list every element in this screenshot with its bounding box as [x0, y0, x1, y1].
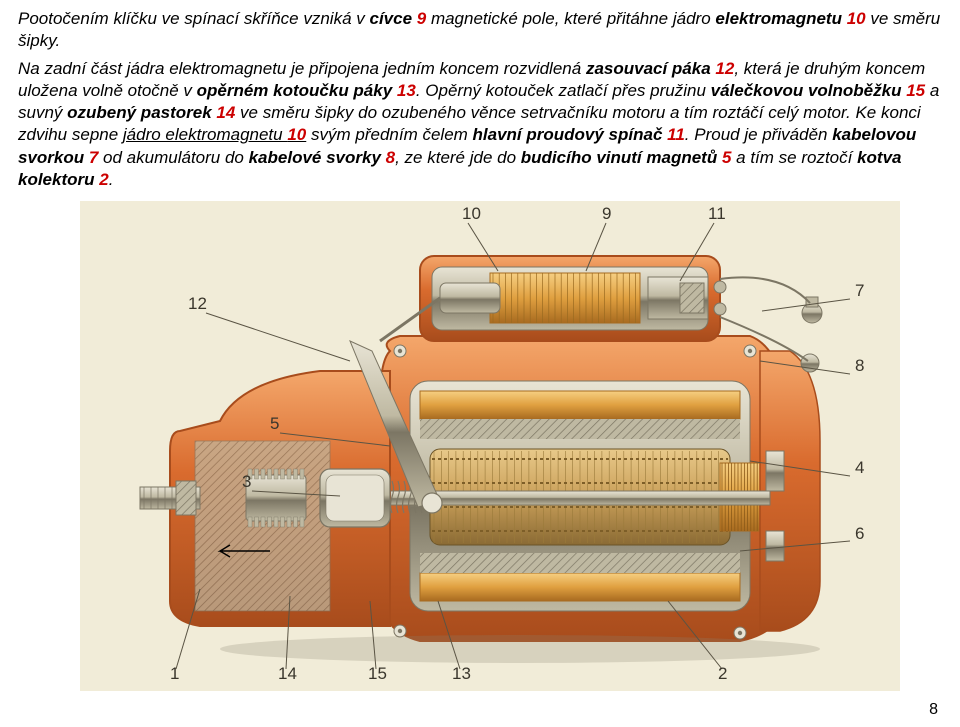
figure-label-6: 6: [855, 524, 864, 543]
p2-t19: a tím se roztočí: [731, 148, 857, 167]
p2-t12: hlavní proudový spínač: [473, 125, 668, 144]
p2-n8: 8: [386, 148, 395, 167]
figure-label-7: 7: [855, 281, 864, 300]
figure-label-11: 11: [708, 204, 726, 223]
p2-n5: 10: [287, 125, 306, 144]
p1-t4: elektromagnetu: [715, 9, 846, 28]
figure-label-3: 3: [242, 472, 251, 491]
p2-t2: zasouvací páka: [586, 59, 715, 78]
p1-t2: cívce: [369, 9, 416, 28]
p2-t16: kabelové svorky: [249, 148, 386, 167]
p2-t8: ozubený pastorek: [67, 103, 216, 122]
figure-label-2: 2: [718, 664, 727, 683]
figure-label-1: 1: [170, 664, 179, 683]
p1-t1: Pootočením klíčku ve spínací skříňce vzn…: [18, 9, 369, 28]
p2-n6: 11: [667, 125, 685, 144]
p2-t4: opěrném kotoučku páky: [197, 81, 397, 100]
p2-n2: 13: [397, 81, 416, 100]
paragraph-2: Na zadní část jádra elektromagnetu je př…: [18, 58, 942, 191]
p2-t1: Na zadní část jádra elektromagnetu je př…: [18, 59, 586, 78]
p2-t6: válečkovou volnoběžku: [711, 81, 907, 100]
figure-label-4: 4: [855, 458, 864, 477]
p2-t11: svým předním čelem: [306, 125, 472, 144]
p2-n10: 2: [99, 170, 108, 189]
p2-t15: od akumulátoru do: [98, 148, 248, 167]
figure-label-13: 13: [452, 664, 471, 683]
p1-t3: magnetické pole, které přitáhne jádro: [426, 9, 715, 28]
figure-label-5: 5: [270, 414, 279, 433]
p2-t10: jádro elektromagnetu: [123, 125, 287, 144]
p2-n1: 12: [715, 59, 734, 78]
p1-n1: 9: [417, 9, 426, 28]
figure-label-10: 10: [462, 204, 481, 223]
starter-motor-figure: 10 9 11 7 8 4 6 12 5 3 1 14 15 13 2: [20, 201, 940, 691]
figure-label-14: 14: [278, 664, 297, 683]
figure-label-9: 9: [602, 204, 611, 223]
starter-motor-svg: 10 9 11 7 8 4 6 12 5 3 1 14 15 13 2: [20, 201, 940, 691]
p2-t21: .: [109, 170, 114, 189]
p2-t5: . Opěrný kotouček zatlačí přes pružinu: [416, 81, 711, 100]
p2-t17: , ze které jde do: [395, 148, 521, 167]
p2-t18: budicího vinutí magnetů: [521, 148, 722, 167]
p2-t13: . Proud je přiváděn: [685, 125, 832, 144]
page-number: 8: [929, 700, 938, 721]
p2-n7: 7: [89, 148, 98, 167]
paragraph-1: Pootočením klíčku ve spínací skříňce vzn…: [18, 8, 942, 52]
p2-n4: 14: [216, 103, 235, 122]
p2-n3: 15: [906, 81, 925, 100]
figure-label-12: 12: [188, 294, 207, 313]
figure-label-15: 15: [368, 664, 387, 683]
p2-n9: 5: [722, 148, 731, 167]
p1-n2: 10: [847, 9, 866, 28]
figure-label-8: 8: [855, 356, 864, 375]
